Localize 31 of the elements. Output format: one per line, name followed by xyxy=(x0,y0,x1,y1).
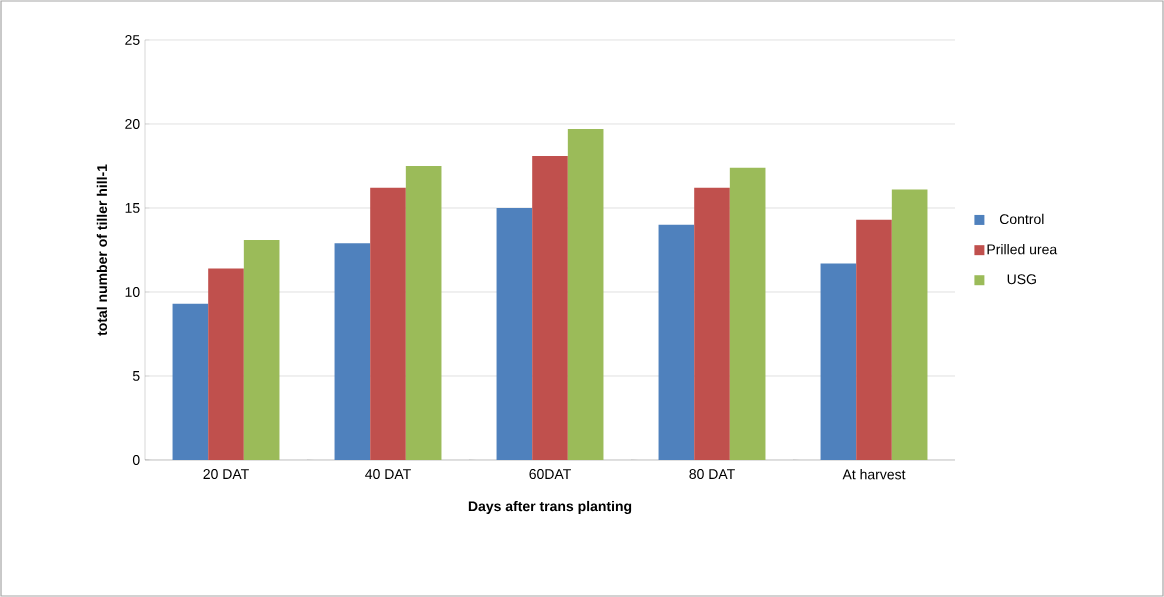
bar xyxy=(243,239,280,460)
bar xyxy=(496,207,533,460)
y-tick-label: 10 xyxy=(125,287,140,297)
x-tick-label: 40 DAT xyxy=(365,469,411,480)
legend-label: USG xyxy=(1007,274,1036,285)
bar xyxy=(856,219,892,460)
bar xyxy=(891,189,928,460)
bar xyxy=(694,187,730,460)
bar xyxy=(208,268,244,460)
bar xyxy=(729,167,766,460)
y-tick-label: 5 xyxy=(132,371,140,381)
bar xyxy=(370,187,406,460)
y-tick-label: 0 xyxy=(132,455,140,465)
x-tick-label: 20 DAT xyxy=(203,469,249,480)
y-axis-title: total number of tiller hill-1 xyxy=(96,164,108,336)
bar xyxy=(658,224,695,460)
y-tick-label: 20 xyxy=(125,119,140,129)
legend-label: Prilled urea xyxy=(987,244,1058,255)
y-tick-label: 25 xyxy=(125,35,140,45)
bar xyxy=(405,165,442,460)
bar xyxy=(334,243,371,460)
bar xyxy=(567,129,604,460)
bar xyxy=(820,263,857,460)
x-axis-title: Days after trans planting xyxy=(468,500,632,515)
legend-label: Control xyxy=(999,213,1044,225)
y-tick-label: 15 xyxy=(125,203,140,213)
x-tick-label: At harvest xyxy=(842,469,906,480)
x-tick-label: 60DAT xyxy=(529,469,571,480)
x-tick-label: 80 DAT xyxy=(689,469,735,480)
bar xyxy=(172,303,209,460)
bar xyxy=(532,155,568,460)
